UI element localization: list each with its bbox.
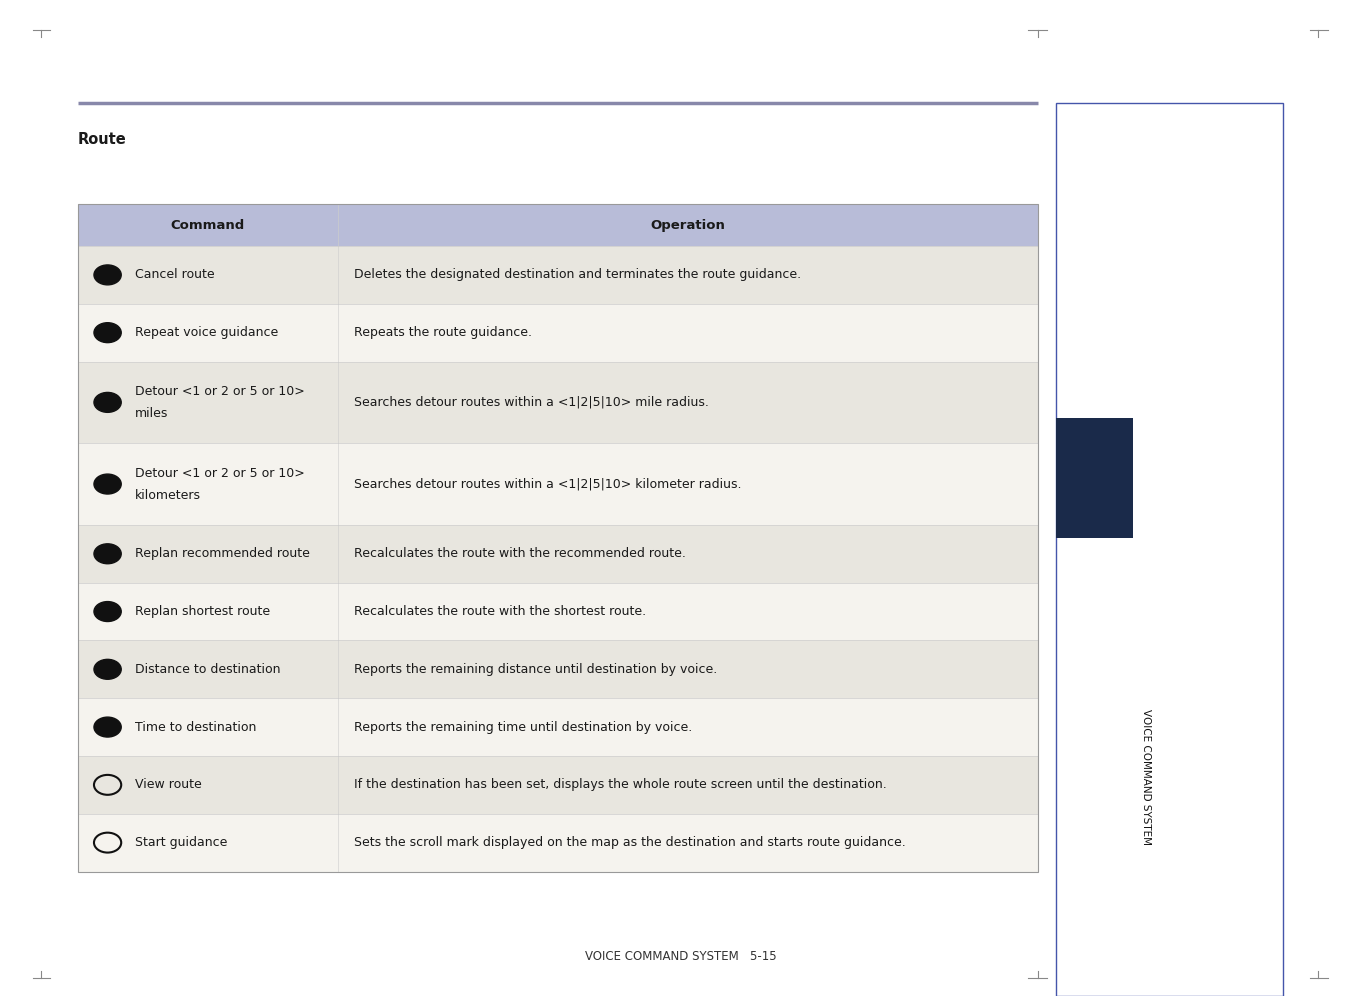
FancyBboxPatch shape xyxy=(78,698,1038,756)
FancyBboxPatch shape xyxy=(78,756,1038,814)
Text: Operation: Operation xyxy=(651,218,725,232)
Text: VOICE COMMAND SYSTEM   5-15: VOICE COMMAND SYSTEM 5-15 xyxy=(586,949,776,963)
Text: Time to destination: Time to destination xyxy=(135,720,256,734)
Text: Searches detour routes within a <1|2|5|10> kilometer radius.: Searches detour routes within a <1|2|5|1… xyxy=(354,477,742,491)
Text: Replan shortest route: Replan shortest route xyxy=(135,605,270,619)
Text: Detour <1 or 2 or 5 or 10>: Detour <1 or 2 or 5 or 10> xyxy=(135,466,305,480)
Circle shape xyxy=(94,474,121,494)
FancyBboxPatch shape xyxy=(78,204,1038,246)
Circle shape xyxy=(94,717,121,737)
Text: Command: Command xyxy=(170,218,245,232)
FancyBboxPatch shape xyxy=(78,814,1038,872)
Text: miles: miles xyxy=(135,406,169,420)
Text: Repeats the route guidance.: Repeats the route guidance. xyxy=(354,326,533,340)
Circle shape xyxy=(94,392,121,412)
Text: View route: View route xyxy=(135,778,202,792)
Circle shape xyxy=(94,659,121,679)
Text: Detour <1 or 2 or 5 or 10>: Detour <1 or 2 or 5 or 10> xyxy=(135,384,305,398)
Text: Start guidance: Start guidance xyxy=(135,836,227,850)
Circle shape xyxy=(94,544,121,564)
FancyBboxPatch shape xyxy=(78,304,1038,362)
Text: kilometers: kilometers xyxy=(135,488,200,502)
Text: VOICE COMMAND SYSTEM: VOICE COMMAND SYSTEM xyxy=(1141,709,1151,845)
Circle shape xyxy=(94,323,121,343)
Text: Cancel route: Cancel route xyxy=(135,268,214,282)
Text: Distance to destination: Distance to destination xyxy=(135,662,281,676)
Text: Replan recommended route: Replan recommended route xyxy=(135,547,309,561)
FancyBboxPatch shape xyxy=(78,443,1038,525)
Text: Recalculates the route with the recommended route.: Recalculates the route with the recommen… xyxy=(354,547,686,561)
Text: Recalculates the route with the shortest route.: Recalculates the route with the shortest… xyxy=(354,605,646,619)
Text: Reports the remaining time until destination by voice.: Reports the remaining time until destina… xyxy=(354,720,692,734)
Text: If the destination has been set, displays the whole route screen until the desti: If the destination has been set, display… xyxy=(354,778,887,792)
Text: Route: Route xyxy=(78,132,127,147)
FancyBboxPatch shape xyxy=(78,583,1038,640)
FancyBboxPatch shape xyxy=(78,525,1038,583)
FancyBboxPatch shape xyxy=(78,246,1038,304)
Text: Sets the scroll mark displayed on the map as the destination and starts route gu: Sets the scroll mark displayed on the ma… xyxy=(354,836,906,850)
Circle shape xyxy=(94,602,121,622)
FancyBboxPatch shape xyxy=(78,362,1038,443)
Circle shape xyxy=(94,265,121,285)
Text: Reports the remaining distance until destination by voice.: Reports the remaining distance until des… xyxy=(354,662,718,676)
Text: Searches detour routes within a <1|2|5|10> mile radius.: Searches detour routes within a <1|2|5|1… xyxy=(354,395,710,409)
Text: Repeat voice guidance: Repeat voice guidance xyxy=(135,326,278,340)
Text: Deletes the designated destination and terminates the route guidance.: Deletes the designated destination and t… xyxy=(354,268,801,282)
FancyBboxPatch shape xyxy=(1056,418,1133,538)
FancyBboxPatch shape xyxy=(1056,103,1283,996)
FancyBboxPatch shape xyxy=(78,640,1038,698)
